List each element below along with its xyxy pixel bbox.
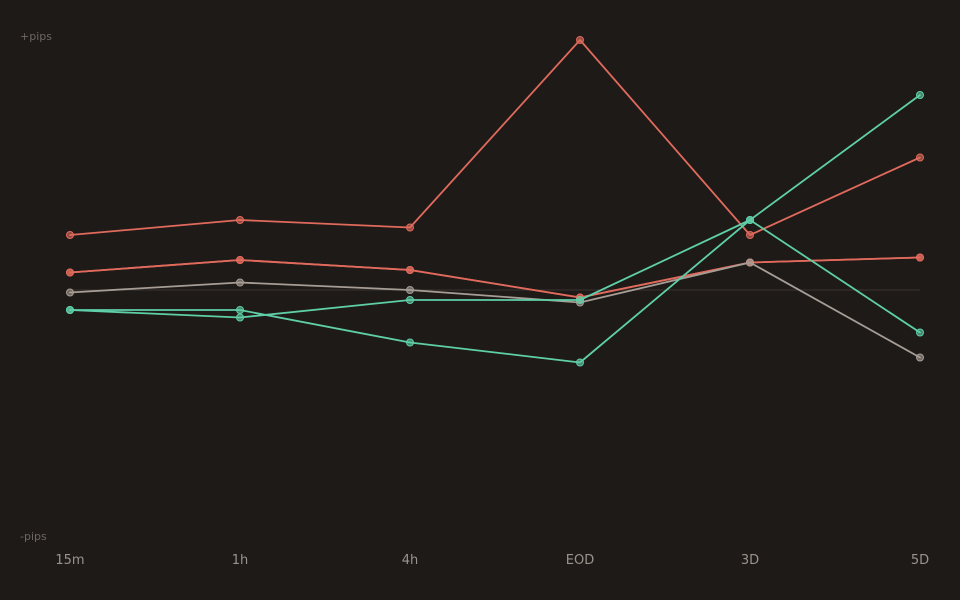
- data-point: [406, 223, 414, 232]
- x-tick-label: 5D: [911, 553, 929, 568]
- data-point: [746, 216, 754, 224]
- x-tick-label: 1h: [232, 553, 249, 568]
- data-point: [576, 36, 584, 44]
- series-line: [69, 39, 921, 236]
- x-tick-label: EOD: [566, 553, 594, 568]
- data-point: [406, 296, 414, 304]
- data-point: [916, 353, 924, 362]
- data-point: [576, 296, 584, 304]
- series-line: [69, 261, 921, 359]
- series-6: [66, 91, 924, 367]
- series-line: [69, 256, 921, 299]
- data-point: [66, 288, 74, 297]
- y-axis-top-label: +pips: [20, 30, 52, 43]
- data-point: [66, 231, 74, 239]
- data-point: [916, 153, 924, 162]
- data-point: [66, 268, 74, 277]
- data-point: [916, 328, 924, 337]
- data-point: [236, 306, 244, 314]
- series-3: [66, 253, 924, 302]
- data-point: [406, 286, 414, 294]
- x-tick-label: 4h: [402, 553, 419, 568]
- data-point: [916, 253, 924, 262]
- data-point: [66, 306, 74, 314]
- data-point: [406, 266, 414, 274]
- data-point: [916, 91, 924, 99]
- series-1: [66, 36, 924, 239]
- data-point: [406, 338, 414, 347]
- series-group: [66, 36, 924, 367]
- data-point: [576, 358, 584, 367]
- x-tick-label: 15m: [55, 553, 84, 568]
- data-point: [746, 258, 754, 267]
- series-line: [69, 219, 921, 334]
- y-axis-bottom-label: -pips: [20, 530, 47, 543]
- x-tick-label: 3D: [741, 553, 759, 568]
- data-point: [746, 231, 754, 239]
- data-point: [236, 256, 244, 264]
- x-axis-ticks: 15m 1h 4h EOD 3D 5D: [55, 553, 929, 568]
- series-5: [66, 216, 924, 337]
- data-point: [236, 313, 244, 322]
- series-line: [69, 94, 921, 364]
- data-point: [236, 278, 244, 287]
- series-4: [66, 258, 924, 362]
- data-point: [236, 216, 244, 224]
